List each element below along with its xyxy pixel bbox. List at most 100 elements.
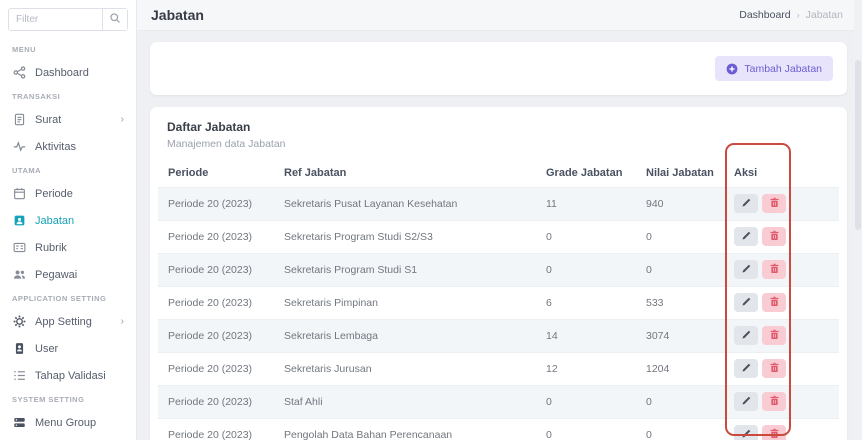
- delete-button[interactable]: [762, 227, 786, 246]
- sidebar-section-label: SYSTEM SETTING: [12, 394, 85, 404]
- cell-ref-jabatan: Sekretaris Program Studi S1: [274, 253, 536, 287]
- cell-ref-jabatan: Pengolah Data Bahan Perencanaan: [274, 418, 536, 440]
- cell-nilai-jabatan: 3074: [636, 319, 724, 353]
- cell-ref-jabatan: Sekretaris Program Studi S2/S3: [274, 220, 536, 254]
- table-row: Periode 20 (2023) Sekretaris Program Stud…: [158, 220, 839, 254]
- sidebar-item-label: Menu Group: [35, 416, 97, 429]
- gear-icon: [12, 315, 26, 329]
- page-scrollbar-track[interactable]: [854, 0, 862, 440]
- sidebar-item-aktivitas[interactable]: Aktivitas: [0, 133, 136, 160]
- cell-ref-jabatan: Staf Ahli: [274, 385, 536, 419]
- pencil-icon: [741, 229, 752, 244]
- edit-button[interactable]: [734, 227, 758, 246]
- column-header-nilai-jabatan: Nilai Jabatan: [636, 159, 724, 188]
- trash-icon: [769, 196, 780, 211]
- cell-aksi: [724, 220, 839, 254]
- edit-button[interactable]: [734, 260, 758, 279]
- filter-search-button[interactable]: [102, 9, 127, 30]
- add-jabatan-button[interactable]: Tambah Jabatan: [715, 56, 833, 81]
- sidebar-item-tahap-validasi[interactable]: Tahap Validasi: [0, 362, 136, 389]
- cell-grade-jabatan: 6: [536, 286, 636, 320]
- delete-button[interactable]: [762, 260, 786, 279]
- delete-button[interactable]: [762, 326, 786, 345]
- sidebar-section-label: UTAMA: [12, 165, 42, 175]
- sidebar-item-label: Dashboard: [35, 66, 89, 79]
- edit-button[interactable]: [734, 425, 758, 440]
- edit-button[interactable]: [734, 359, 758, 378]
- sidebar-filter: [8, 8, 128, 31]
- badge-person-icon: [12, 214, 26, 228]
- cell-periode: Periode 20 (2023): [158, 418, 274, 440]
- table-header-row: Periode Ref Jabatan Grade Jabatan Nilai Jab…: [158, 159, 839, 188]
- cell-nilai-jabatan: 0: [636, 385, 724, 419]
- page-header: Jabatan Dashboard › Jabatan: [137, 0, 854, 31]
- cell-periode: Periode 20 (2023): [158, 187, 274, 221]
- edit-button[interactable]: [734, 392, 758, 411]
- sidebar-section-label: TRANSAKSI: [12, 91, 61, 101]
- column-header-periode: Periode: [158, 159, 274, 188]
- cell-grade-jabatan: 0: [536, 253, 636, 287]
- sidebar-item-jabatan[interactable]: Jabatan: [0, 207, 136, 234]
- sidebar-item-label: Aktivitas: [35, 140, 76, 153]
- cell-periode: Periode 20 (2023): [158, 220, 274, 254]
- cell-grade-jabatan: 11: [536, 187, 636, 221]
- sidebar-item-app-setting[interactable]: App Setting ›: [0, 308, 136, 335]
- cell-aksi: [724, 418, 839, 440]
- trash-icon: [769, 262, 780, 277]
- search-icon: [109, 12, 121, 27]
- cell-aksi: [724, 187, 839, 221]
- toolbar-card: Tambah Jabatan: [150, 42, 847, 95]
- sidebar: MENU Dashboard TRANSAKSI Surat › Aktivitas UTA…: [0, 0, 137, 440]
- sidebar-item-menu-group[interactable]: Menu Group: [0, 409, 136, 436]
- column-header-ref-jabatan: Ref Jabatan: [274, 159, 536, 188]
- edit-button[interactable]: [734, 326, 758, 345]
- delete-button[interactable]: [762, 425, 786, 440]
- edit-button[interactable]: [734, 194, 758, 213]
- sidebar-item-label: App Setting: [35, 315, 92, 328]
- cell-periode: Periode 20 (2023): [158, 352, 274, 386]
- activity-icon: [12, 140, 26, 154]
- cell-nilai-jabatan: 533: [636, 286, 724, 320]
- pencil-icon: [741, 361, 752, 376]
- table-row: Periode 20 (2023) Sekretaris Program Stud…: [158, 253, 839, 287]
- sidebar-item-pegawai[interactable]: Pegawai: [0, 261, 136, 288]
- edit-button[interactable]: [734, 293, 758, 312]
- delete-button[interactable]: [762, 359, 786, 378]
- cell-aksi: [724, 319, 839, 353]
- cell-aksi: [724, 352, 839, 386]
- sidebar-nav: MENU Dashboard TRANSAKSI Surat › Aktivitas UTA…: [0, 39, 136, 440]
- sidebar-item-user[interactable]: User: [0, 335, 136, 362]
- delete-button[interactable]: [762, 392, 786, 411]
- cell-aksi: [724, 385, 839, 419]
- delete-button[interactable]: [762, 194, 786, 213]
- list-icon: [12, 369, 26, 383]
- sidebar-item-dashboard[interactable]: Dashboard: [0, 59, 136, 86]
- trash-icon: [769, 427, 780, 440]
- cell-aksi: [724, 253, 839, 287]
- breadcrumb-dashboard[interactable]: Dashboard: [739, 9, 791, 21]
- sidebar-item-surat[interactable]: Surat ›: [0, 106, 136, 133]
- page-scrollbar-thumb[interactable]: [855, 60, 861, 230]
- cell-grade-jabatan: 0: [536, 418, 636, 440]
- page-title: Jabatan: [151, 7, 204, 23]
- sidebar-item-label: Pegawai: [35, 268, 78, 281]
- cell-periode: Periode 20 (2023): [158, 253, 274, 287]
- filter-input[interactable]: [9, 9, 102, 30]
- sidebar-item-periode[interactable]: Periode: [0, 180, 136, 207]
- pencil-icon: [741, 427, 752, 440]
- users-icon: [12, 268, 26, 282]
- cell-grade-jabatan: 0: [536, 220, 636, 254]
- sidebar-section-label: APPLICATION SETTING: [12, 293, 107, 303]
- cell-grade-jabatan: 0: [536, 385, 636, 419]
- cell-ref-jabatan: Sekretaris Pusat Layanan Kesehatan: [274, 187, 536, 221]
- calendar-icon: [12, 187, 26, 201]
- delete-button[interactable]: [762, 293, 786, 312]
- dashboard-icon: [12, 66, 26, 80]
- sidebar-item-label: Periode: [35, 187, 73, 200]
- column-header-aksi: Aksi: [724, 159, 839, 188]
- sidebar-item-rubrik[interactable]: Rubrik: [0, 234, 136, 261]
- sidebar-item-partial[interactable]: [0, 436, 136, 440]
- sidebar-item-label: Surat: [35, 113, 62, 126]
- pencil-icon: [741, 262, 752, 277]
- cell-ref-jabatan: Sekretaris Lembaga: [274, 319, 536, 353]
